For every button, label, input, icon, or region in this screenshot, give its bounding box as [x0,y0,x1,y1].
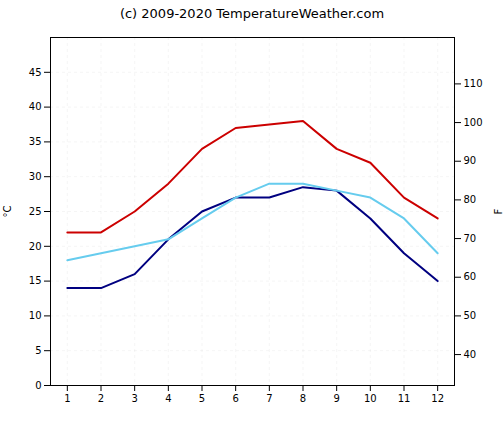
svg-text:100: 100 [464,117,483,128]
html-text:(c) 2009-2020 TemperatureWeath: (c) 2009-2020 TemperatureWeather.com [119,6,385,21]
svg-text:5: 5 [199,393,205,404]
svg-text:90: 90 [464,155,477,166]
svg-text:6: 6 [232,393,238,404]
svg-text:0: 0 [35,380,41,391]
svg-text:60: 60 [464,271,477,282]
svg-text:2: 2 [98,393,104,404]
svg-text:5: 5 [35,345,41,356]
svg-text:10: 10 [364,393,377,404]
svg-text:9: 9 [333,393,339,404]
svg-text:70: 70 [464,233,477,244]
svg-text:10: 10 [29,310,42,321]
svg-text:15: 15 [29,275,42,286]
svg-text:7: 7 [266,393,272,404]
svg-text:1: 1 [64,393,70,404]
svg-text:80: 80 [464,194,477,205]
svg-text:110: 110 [464,78,483,89]
svg-text:4: 4 [165,393,171,404]
svg-text:20: 20 [29,241,42,252]
svg-text:40: 40 [464,349,477,360]
svg-text:35: 35 [29,136,42,147]
svg-text:45: 45 [29,67,42,78]
svg-text:°C: °C [2,205,13,217]
svg-text:40: 40 [29,101,42,112]
svg-text:F: F [493,208,504,214]
svg-text:8: 8 [300,393,306,404]
svg-text:50: 50 [464,310,477,321]
svg-text:3: 3 [131,393,137,404]
svg-text:12: 12 [431,393,444,404]
svg-text:25: 25 [29,206,42,217]
svg-text:11: 11 [398,393,411,404]
svg-text:30: 30 [29,171,42,182]
